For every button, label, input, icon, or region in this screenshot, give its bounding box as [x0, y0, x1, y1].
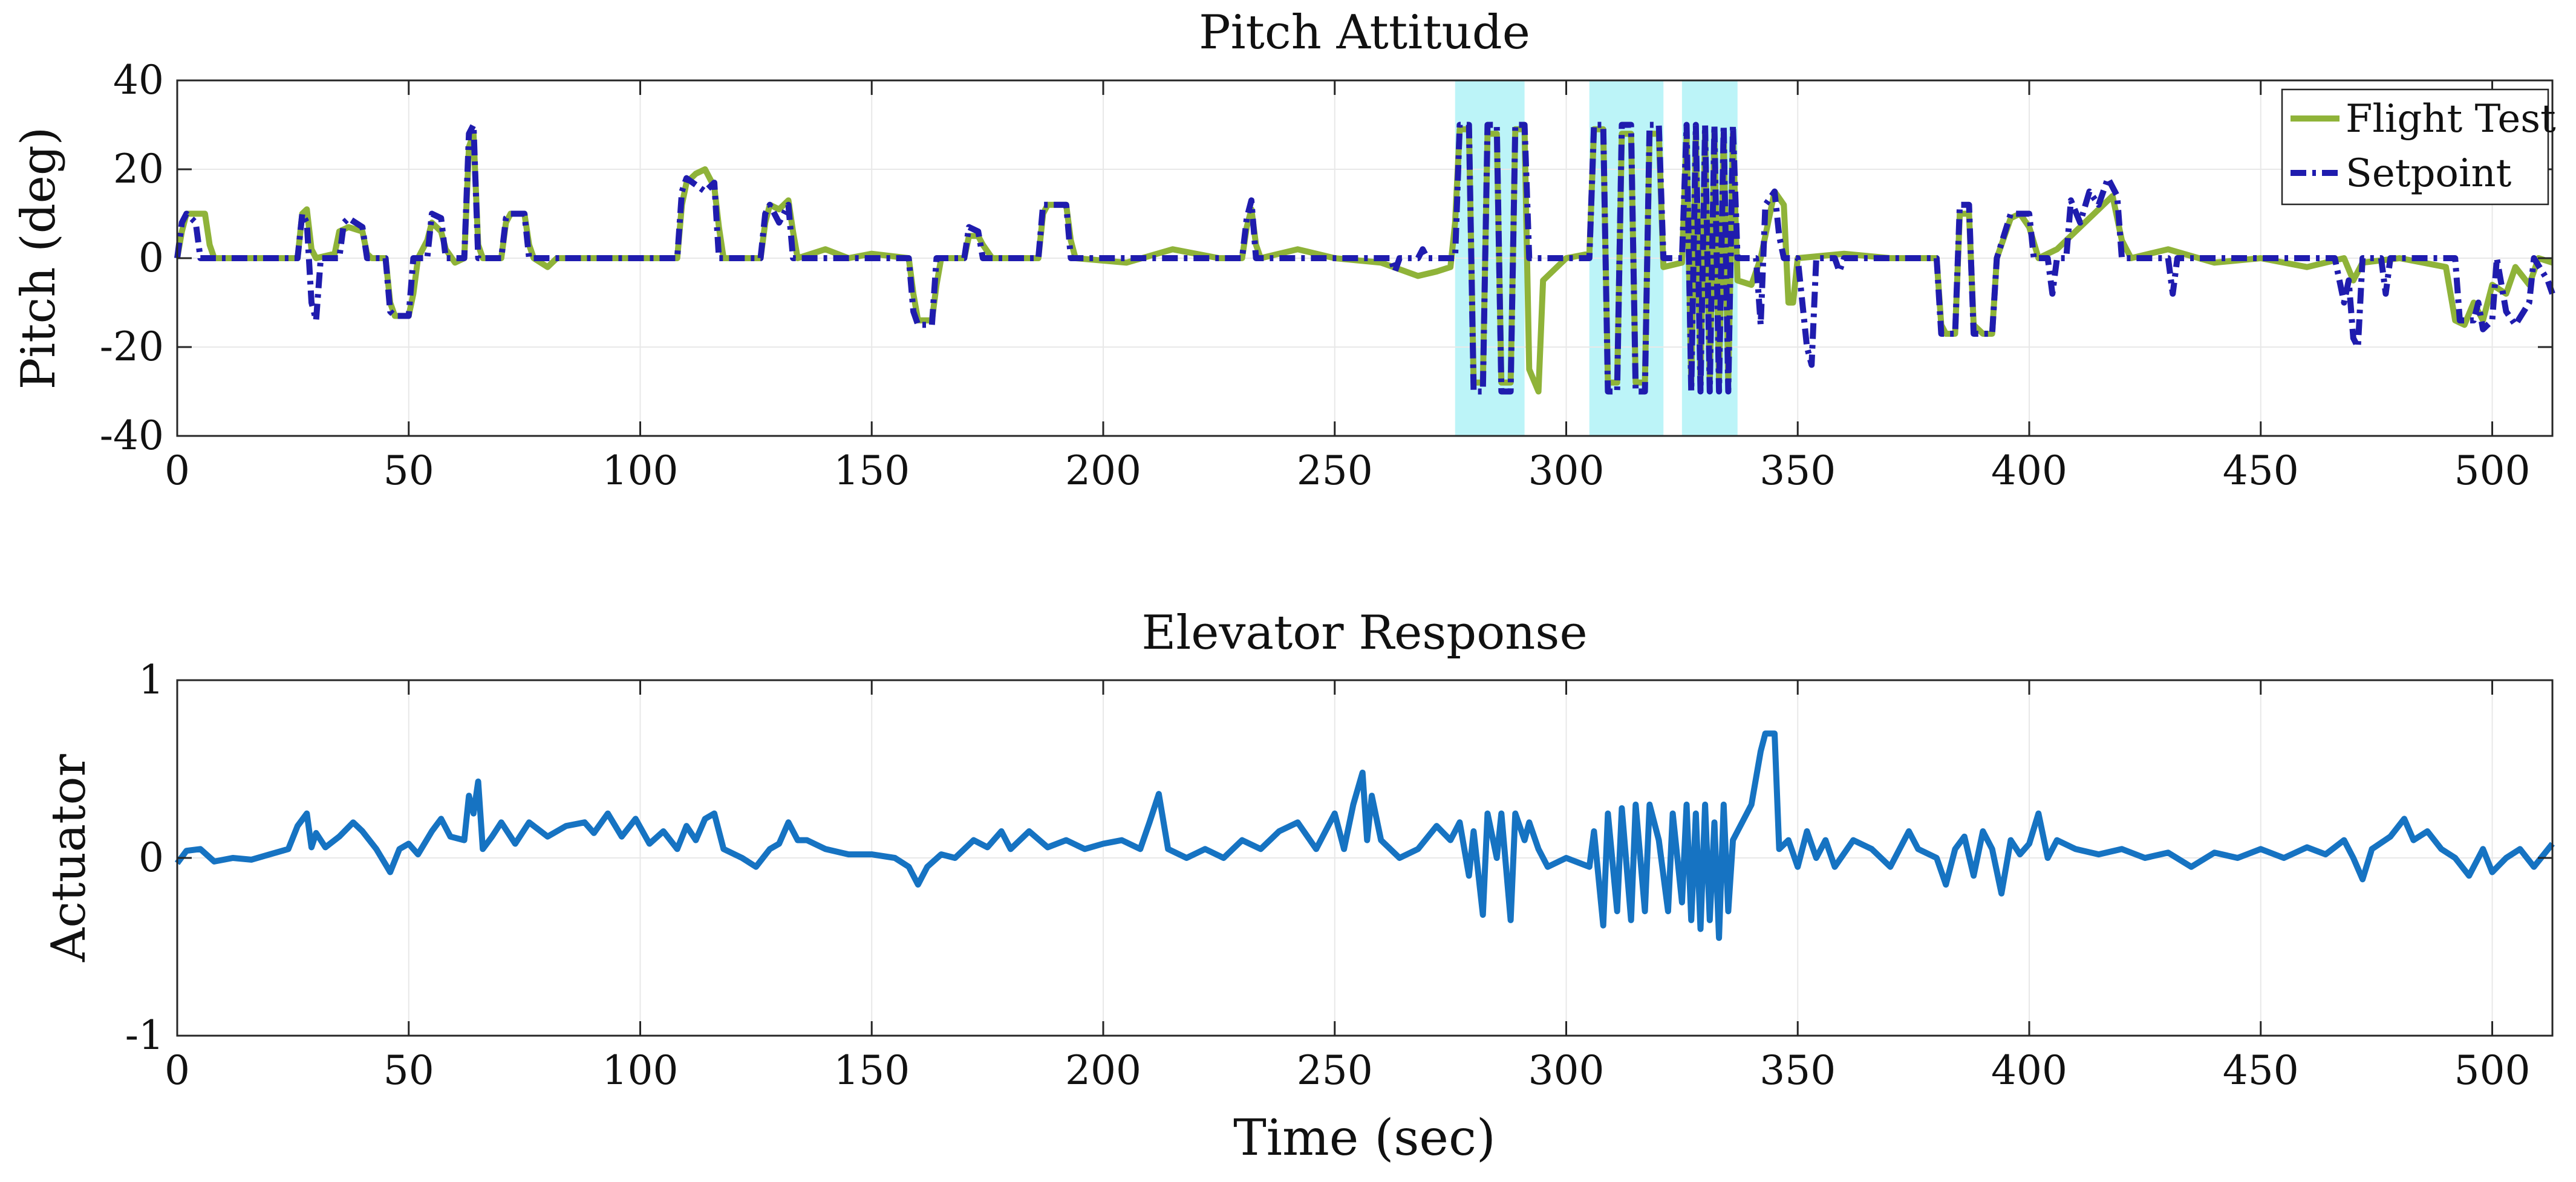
elevator-x-tick-label-10: 500 [2454, 1047, 2530, 1094]
pitch-y-tick-label-4: 40 [113, 57, 164, 103]
pitch-legend: Flight Test Setpoint [2281, 88, 2556, 206]
elevator-response-panel: 0 50 100 150 200 250 300 350 400 450 500 -101 Elev… [42, 606, 2555, 1167]
elevator-x-tick-label-2: 100 [602, 1047, 679, 1094]
elevator-series-group [174, 730, 2555, 941]
elevator-y-tick-label-1: 0 [139, 834, 164, 881]
pitch-x-tick-label-1: 50 [383, 447, 434, 494]
pitch-y-tick-label-3: 20 [113, 146, 164, 192]
elevator-x-tick-label-3: 150 [833, 1047, 910, 1094]
elevator-x-tick-label-5: 250 [1297, 1047, 1373, 1094]
pitch-y-tick-label-1: -20 [100, 323, 164, 370]
elevator-x-tick-label-7: 350 [1759, 1047, 1836, 1094]
elevator-chart-title: Elevator Response [1141, 606, 1587, 660]
elevator-y-tick-label-0: -1 [125, 1012, 164, 1059]
elevator-x-tick-label-4: 200 [1065, 1047, 1141, 1094]
elevator-y-ticks: -1 0 1 [125, 657, 2552, 1059]
pitch-x-ticks: 0 50 100 150 200 250 300 350 400 450 500 [165, 80, 2530, 494]
pitch-x-tick-label-6: 300 [1528, 447, 1604, 494]
legend-label-flight-test: Flight Test [2346, 97, 2556, 141]
elevator-x-tick-label-0: 0 [165, 1047, 190, 1094]
pitch-x-tick-label-8: 400 [1991, 447, 2067, 494]
pitch-x-tick-label-4: 200 [1065, 447, 1141, 494]
elevator-x-tick-label-9: 450 [2223, 1047, 2299, 1094]
elevator-x-ticks: 0 50 100 150 200 250 300 350 400 450 500 [165, 680, 2530, 1094]
elevator-x-tick-label-6: 300 [1528, 1047, 1604, 1094]
pitch-y-tick-label-0: -40 [100, 412, 164, 459]
elevator-y-axis-label: Actuator [42, 753, 96, 962]
elevator-y-tick-label-2: 1 [139, 657, 164, 703]
pitch-series-setpoint [174, 122, 2555, 395]
pitch-x-tick-label-3: 150 [833, 447, 910, 494]
pitch-x-tick-label-2: 100 [602, 447, 679, 494]
pitch-x-tick-label-0: 0 [165, 447, 190, 494]
pitch-chart-title: Pitch Attitude [1199, 5, 1530, 60]
legend-label-setpoint: Setpoint [2346, 151, 2512, 196]
legend-box [2281, 88, 2549, 206]
pitch-x-tick-label-5: 250 [1297, 447, 1373, 494]
pitch-x-tick-label-10: 500 [2454, 447, 2530, 494]
pitch-attitude-panel: 0 50 100 150 200 250 300 350 400 450 500 -40 -20 0 20… [11, 5, 2556, 494]
pitch-y-axis-label: Pitch (deg) [11, 127, 66, 389]
pitch-x-tick-label-7: 350 [1759, 447, 1836, 494]
pitch-y-ticks: -40 -20 0 20 40 [100, 57, 2552, 459]
x-axis-label: Time (sec) [1233, 1109, 1496, 1167]
elevator-series-actuator [174, 730, 2555, 941]
pitch-series-group [174, 122, 2555, 395]
pitch-x-tick-label-9: 450 [2223, 447, 2299, 494]
pitch-y-tick-label-2: 0 [139, 235, 164, 281]
elevator-x-tick-label-8: 400 [1991, 1047, 2067, 1094]
elevator-x-tick-label-1: 50 [383, 1047, 434, 1094]
